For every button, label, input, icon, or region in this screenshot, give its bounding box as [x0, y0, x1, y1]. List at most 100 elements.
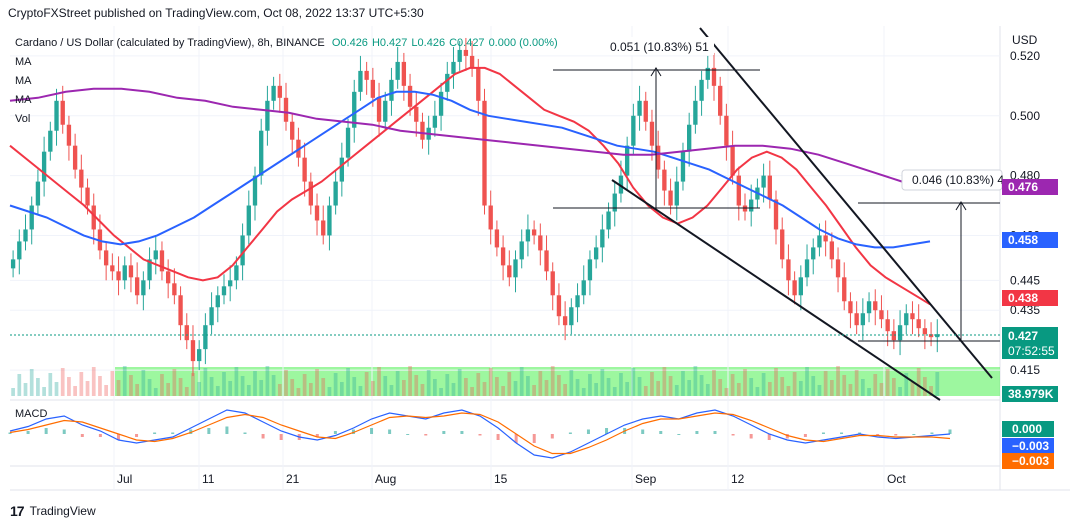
candle — [885, 310, 890, 347]
volume-bar — [674, 385, 679, 396]
axis-unit: USD — [1012, 33, 1038, 47]
candle — [842, 262, 847, 311]
candle — [674, 166, 679, 221]
candle — [786, 244, 791, 296]
time-tick-label: 15 — [494, 472, 508, 486]
volume-bar — [321, 378, 326, 396]
volume-bar — [569, 370, 574, 396]
volume-bar — [178, 378, 183, 396]
macd-hist-bar — [605, 428, 609, 434]
ma-indicator-3[interactable]: MA — [15, 94, 32, 106]
candle — [513, 250, 518, 293]
volume-bar — [836, 366, 840, 396]
candle — [389, 67, 394, 116]
volume-bar — [923, 377, 927, 396]
candle — [383, 91, 388, 131]
volume-bar — [643, 386, 648, 396]
macd-hist-bar — [62, 429, 66, 434]
price-axis: USD0.5200.5000.4800.4600.4450.4350.4150.… — [1002, 33, 1058, 469]
candle — [507, 250, 512, 287]
candle — [10, 250, 16, 278]
volume-bar — [153, 388, 158, 396]
price-badge-label: 0.476 — [1008, 180, 1038, 194]
volume-bar — [786, 386, 791, 396]
macd-hist-bar — [695, 431, 699, 434]
volume-bar — [470, 387, 474, 396]
candle — [451, 46, 456, 89]
candle — [228, 265, 233, 302]
volume-bar — [755, 387, 760, 396]
macd-hist-bar — [478, 434, 482, 436]
volume-bar — [364, 372, 369, 396]
macd-badge-label: −0.003 — [1012, 454, 1049, 468]
macd-hist-bar — [171, 432, 175, 434]
candle — [153, 235, 158, 275]
measure-right-text: 0.046 (10.83%) 4 — [912, 173, 1004, 187]
volume-indicator[interactable]: Vol — [15, 113, 31, 125]
volume-bar — [575, 379, 580, 396]
candle — [693, 85, 698, 134]
volume-bar — [79, 372, 84, 396]
volume-bar — [563, 384, 567, 396]
candle — [265, 85, 270, 146]
candle — [66, 115, 72, 161]
candle — [128, 253, 134, 293]
ma-indicator-1[interactable]: MA — [15, 56, 32, 68]
candle — [314, 193, 320, 236]
candle — [178, 286, 183, 341]
volume-bar — [656, 381, 661, 396]
macd-hist-bar — [243, 432, 247, 434]
volume-bar — [600, 369, 605, 396]
countdown-label: 07:52:55 — [1008, 344, 1055, 358]
volume-bar — [433, 379, 437, 396]
macd-hist-bar — [80, 434, 84, 437]
volume-bar — [935, 372, 940, 396]
candle — [29, 196, 34, 245]
price-badge-label: 0.427 — [1008, 329, 1038, 343]
candle — [345, 118, 351, 167]
candle — [79, 154, 84, 203]
candle — [668, 178, 673, 215]
tradingview-logo-icon: 17 — [10, 503, 25, 519]
volume-bar — [848, 384, 853, 396]
volume-bar — [54, 382, 59, 396]
volume-bar — [222, 372, 226, 396]
macd-indicator[interactable]: MACD — [15, 408, 48, 420]
candle — [482, 88, 487, 215]
close-value: C0.427 — [449, 37, 485, 49]
volume-bar — [284, 370, 288, 396]
volume-bar — [606, 378, 611, 396]
candle — [91, 193, 96, 245]
macd-hist-bar — [840, 432, 844, 434]
symbol-title[interactable]: Cardano / US Dollar (calculated by Tradi… — [15, 37, 325, 49]
volume-bar — [11, 388, 15, 396]
candle — [277, 73, 282, 113]
price-badge: 0.476 — [1002, 179, 1058, 195]
ma-indicator-2[interactable]: MA — [15, 75, 32, 87]
time-tick-label: 11 — [202, 472, 215, 486]
candle — [593, 235, 599, 269]
volume-bar — [29, 369, 34, 396]
volume-bar — [60, 368, 65, 396]
candle — [327, 196, 332, 251]
volume-bar — [253, 371, 257, 396]
candle — [432, 100, 438, 137]
ohlc-values: O0.426 H0.427 L0.426 C0.427 0.000 (0.00%) — [325, 37, 558, 49]
volume-bar — [352, 377, 357, 396]
volume-bar — [929, 386, 933, 396]
candle — [780, 217, 785, 269]
volume-bar — [873, 374, 878, 396]
candle — [581, 265, 586, 305]
macd-hist-bar — [767, 434, 771, 440]
macd-hist-bar — [279, 434, 283, 440]
low-value: L0.426 — [411, 37, 446, 49]
candle — [662, 160, 667, 206]
volume-bar — [693, 366, 698, 396]
price-badge: 38.979K — [1002, 386, 1058, 402]
volume-bar — [743, 369, 747, 396]
volume-bar — [780, 377, 785, 396]
target-arrow-icon — [955, 201, 967, 211]
candle — [873, 289, 878, 326]
volume-bar — [774, 368, 778, 396]
